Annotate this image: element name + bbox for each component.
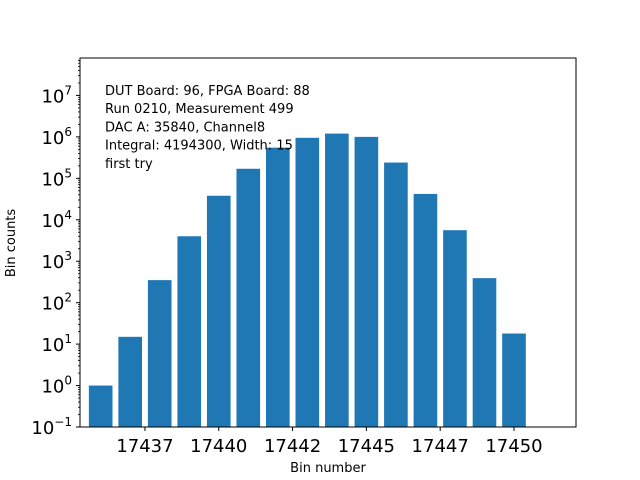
x-tick-label: 17450 bbox=[485, 436, 542, 457]
x-tick-label: 17440 bbox=[190, 436, 247, 457]
annotation-line: Integral: 4194300, Width: 15 bbox=[105, 139, 293, 154]
bars-group bbox=[88, 133, 526, 428]
plot-frame bbox=[79, 57, 577, 428]
bar bbox=[384, 162, 408, 427]
x-tick-label: 17442 bbox=[264, 436, 321, 457]
bar bbox=[147, 280, 172, 427]
bar bbox=[118, 336, 142, 427]
annotation-line: DUT Board: 96, FPGA Board: 88 bbox=[105, 84, 310, 99]
y-axis-label: Bin counts bbox=[4, 209, 19, 278]
x-tick-label: 17445 bbox=[338, 436, 395, 457]
bar bbox=[413, 193, 438, 427]
y-tick-label: 106 bbox=[41, 125, 72, 149]
y-axis-ticks: 10−1 100 101 102 103 104 105 106 107 bbox=[31, 60, 80, 439]
bar bbox=[354, 136, 379, 427]
y-tick-label: 105 bbox=[41, 166, 72, 190]
bar bbox=[266, 147, 290, 427]
annotation-line: first try bbox=[105, 157, 153, 172]
x-axis-label: Bin number bbox=[290, 461, 366, 476]
x-tick-label: 17447 bbox=[412, 436, 469, 457]
annotation-block: DUT Board: 96, FPGA Board: 88 Run 0210, M… bbox=[105, 84, 310, 172]
x-tick-label: 17437 bbox=[116, 436, 173, 457]
annotation-line: Run 0210, Measurement 499 bbox=[105, 102, 294, 117]
bar bbox=[236, 168, 261, 427]
bar bbox=[325, 133, 349, 427]
bar bbox=[206, 195, 231, 427]
bar bbox=[177, 236, 202, 427]
annotation-line: DAC A: 35840, Channel8 bbox=[105, 120, 265, 135]
bar bbox=[88, 385, 113, 427]
y-tick-label: 100 bbox=[41, 374, 72, 398]
bar bbox=[295, 137, 320, 428]
y-tick-label: 104 bbox=[41, 208, 72, 232]
y-tick-label: 10−1 bbox=[31, 415, 72, 439]
bar bbox=[502, 333, 526, 427]
bar bbox=[472, 278, 497, 427]
y-tick-label: 103 bbox=[41, 249, 72, 273]
y-tick-label: 101 bbox=[41, 332, 72, 356]
y-tick-label: 102 bbox=[41, 291, 72, 315]
y-tick-label: 107 bbox=[41, 83, 72, 107]
bar bbox=[443, 230, 467, 427]
x-axis-ticks: 17437 17440 17442 17445 17447 17450 bbox=[116, 427, 543, 457]
